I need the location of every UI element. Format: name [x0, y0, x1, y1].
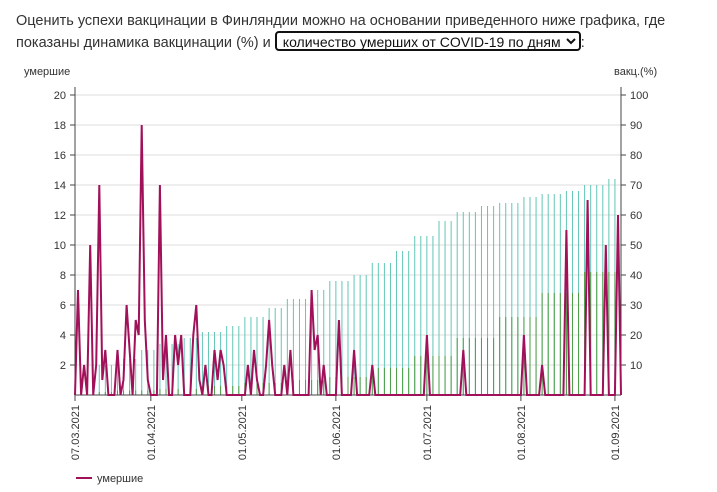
intro-colon: : — [580, 35, 585, 51]
left-tick-label: 20 — [54, 90, 66, 102]
legend: умершие — [76, 473, 143, 485]
right-tick-label: 30 — [630, 300, 642, 312]
right-tick-label: 80 — [630, 150, 642, 162]
x-tick-label: 07.03.2021 — [70, 405, 82, 460]
right-tick-label: 10 — [630, 360, 642, 372]
deaths-line — [74, 124, 622, 396]
left-tick-label: 10 — [54, 240, 66, 252]
left-tick-label: 12 — [54, 210, 66, 222]
x-tick-label: 01.04.2021 — [146, 405, 158, 460]
x-tick-label: 01.08.2021 — [516, 405, 528, 460]
x-axis-ticks: 07.03.2021 01.04.2021 01.05.2021 01.06.2021… — [70, 395, 622, 460]
left-tick-label: 8 — [60, 270, 66, 282]
x-tick-label: 01.07.2021 — [422, 405, 434, 460]
right-axis-title: вакц.(%) — [614, 66, 657, 78]
left-axis-ticks: 2 4 6 8 10 12 14 16 18 20 — [54, 90, 75, 372]
right-tick-label: 90 — [630, 120, 642, 132]
intro-paragraph: Оценить успехи вакцинации в Финляндии мо… — [16, 11, 706, 53]
left-tick-label: 2 — [60, 360, 66, 372]
legend-deaths-label: умершие — [97, 473, 143, 485]
right-tick-label: 20 — [630, 330, 642, 342]
right-tick-label: 50 — [630, 240, 642, 252]
left-tick-label: 14 — [54, 180, 66, 192]
right-tick-label: 70 — [630, 180, 642, 192]
left-tick-label: 16 — [54, 150, 66, 162]
right-axis-ticks: 10 20 30 40 50 60 70 80 90 100 — [621, 90, 648, 372]
x-tick-label: 01.09.2021 — [610, 405, 622, 460]
x-tick-label: 01.05.2021 — [237, 405, 249, 460]
right-tick-label: 100 — [630, 90, 648, 102]
x-tick-label: 01.06.2021 — [331, 405, 343, 460]
left-tick-label: 6 — [60, 300, 66, 312]
right-tick-label: 40 — [630, 270, 642, 282]
chart-series-select[interactable]: количество умерших от COVID-19 по дням — [274, 31, 581, 51]
right-tick-label: 60 — [630, 210, 642, 222]
left-axis-title: умершие — [24, 66, 70, 78]
intro-text: Оценить успехи вакцинации в Финляндии мо… — [16, 13, 666, 51]
left-tick-label: 18 — [54, 120, 66, 132]
left-tick-label: 4 — [60, 330, 66, 342]
